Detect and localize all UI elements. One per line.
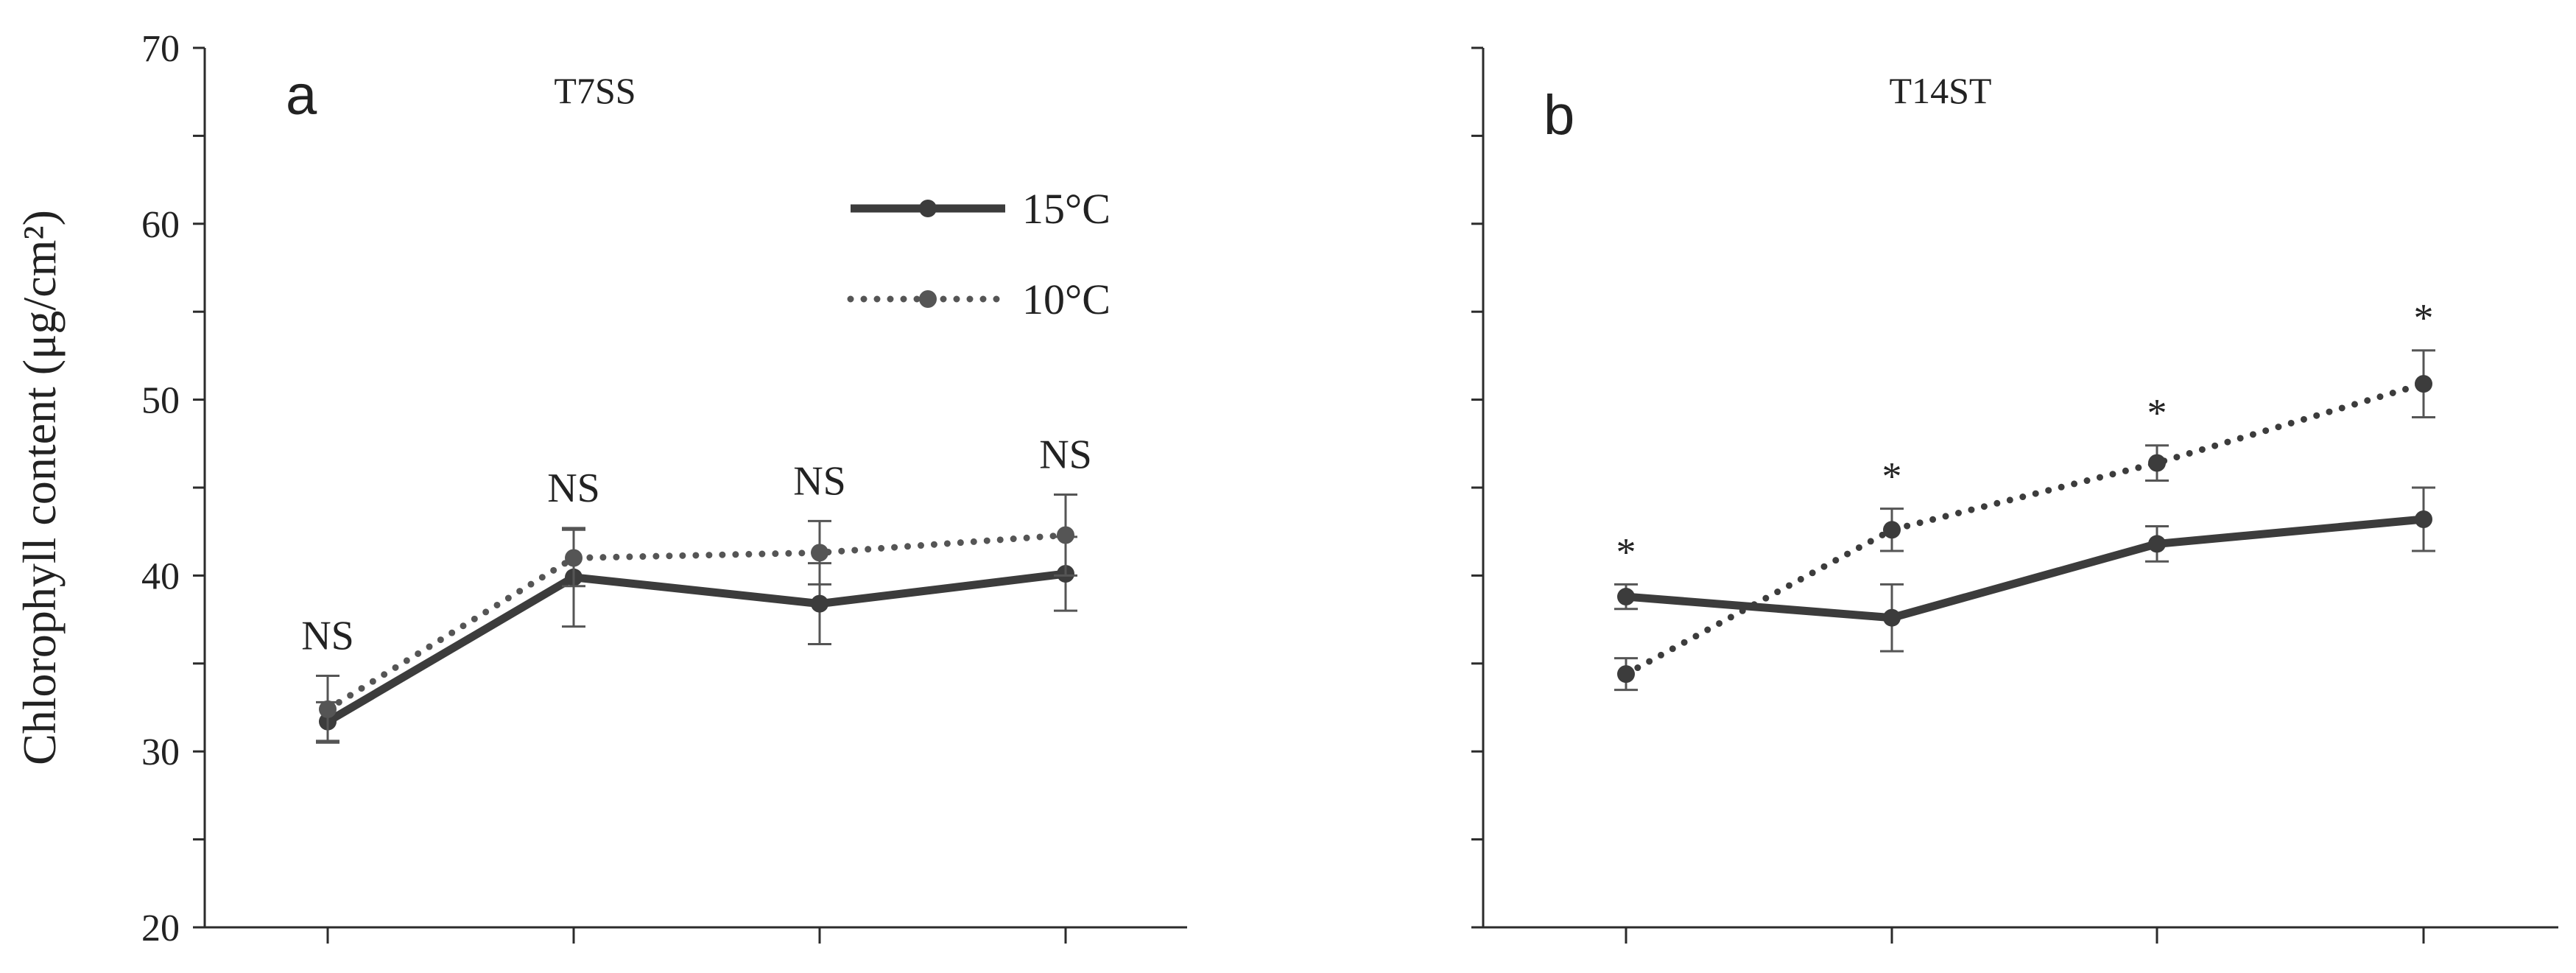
y-axis-label: Chlorophyll content (μg/cm²): [13, 210, 66, 765]
legend: 15°C 10°C: [847, 185, 1111, 323]
panel-letter: a: [286, 64, 317, 127]
data-point: [1057, 526, 1074, 544]
series-line-solid: [1625, 515, 2424, 622]
series-line-dotted: [324, 531, 1069, 713]
data-point: [811, 544, 828, 562]
y-tick-label: 60: [141, 204, 180, 246]
panel-title: T14ST: [1890, 70, 1992, 111]
series-line-dotted: [1622, 380, 2427, 678]
data-point: [811, 594, 828, 613]
y-tick-label: 50: [141, 380, 180, 422]
y-tick-label: 20: [141, 907, 180, 949]
data-point: [1617, 588, 1635, 606]
legend-label: 15°C: [1022, 185, 1111, 233]
data-point: [2148, 535, 2166, 553]
panel-letter: b: [1544, 84, 1574, 147]
legend-marker: [919, 200, 937, 217]
data-point: [2415, 375, 2432, 393]
significance-label: NS: [547, 466, 600, 511]
y-tick-label: 30: [141, 731, 180, 773]
legend-label: 10°C: [1022, 275, 1111, 323]
y-tick-label: 40: [141, 555, 180, 597]
panel-title: T7SS: [554, 70, 636, 111]
legend-marker: [919, 290, 937, 308]
data-point: [2415, 510, 2432, 528]
panel-a: 20 30 40 50 60 70 Chlorophyll content (μg/cm²)…: [13, 28, 1187, 949]
data-point: [1883, 521, 1901, 539]
data-point: [1617, 665, 1635, 684]
significance-label: NS: [793, 458, 846, 504]
data-point: [565, 549, 583, 567]
panel-b: b T14ST * * * *: [1471, 46, 2558, 944]
significance-label: *: [2147, 391, 2167, 435]
y-tick-label: 70: [141, 28, 180, 70]
series-line-solid: [325, 569, 1066, 726]
significance-label: *: [1616, 530, 1636, 574]
data-point: [2148, 454, 2166, 472]
significance-label: *: [2414, 296, 2434, 340]
data-point: [319, 700, 337, 718]
data-point: [1883, 608, 1901, 627]
significance-label: NS: [301, 614, 354, 659]
significance-label: NS: [1039, 432, 1092, 478]
significance-label: *: [1882, 454, 1902, 499]
